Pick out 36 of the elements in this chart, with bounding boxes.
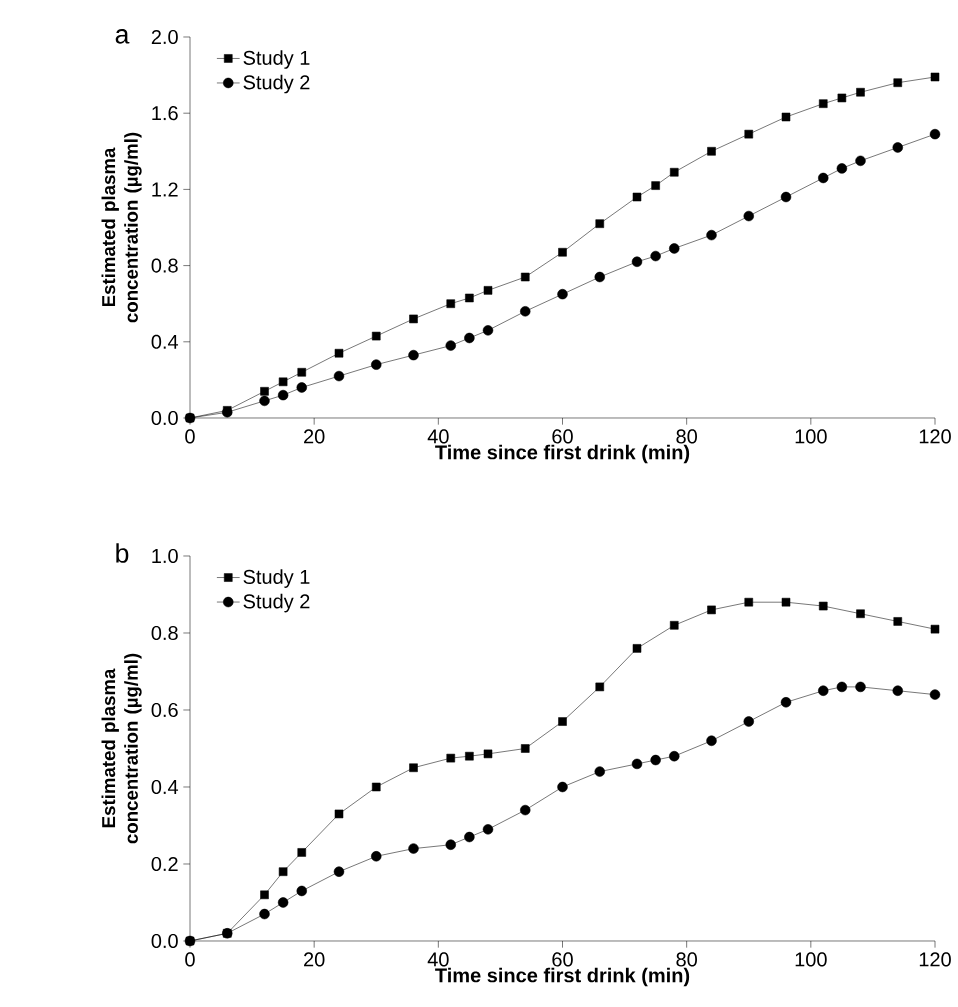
- y-tick-label: 0.8: [151, 625, 178, 641]
- y-axis-title: Estimated plasma concentration (µg/ml): [101, 653, 142, 844]
- y-tick-label: 0.4: [151, 779, 179, 795]
- x-tick-label: 0: [185, 952, 195, 967]
- x-tick-label: 100: [795, 429, 827, 444]
- x-tick-label: 0: [185, 429, 195, 444]
- legend-label: Study 2: [243, 74, 310, 94]
- x-axis-title: Time since first drink (min): [435, 444, 690, 464]
- legend-label: Study 1: [243, 569, 310, 588]
- x-tick-label: 20: [304, 429, 325, 444]
- x-tick-label: 120: [919, 952, 951, 967]
- chart-title: b: [116, 543, 129, 563]
- y-tick-label: 0.0: [151, 410, 178, 426]
- x-tick-label: 40: [427, 952, 449, 967]
- x-tick-label: 60: [552, 952, 573, 967]
- y-axis-title: Estimated plasma concentration (µg/ml): [101, 132, 142, 323]
- x-tick-label: 20: [304, 952, 325, 967]
- y-tick-label: 0.6: [151, 702, 178, 718]
- x-tick-label: 80: [676, 429, 697, 444]
- x-axis-title: Time since first drink (min): [435, 967, 690, 987]
- y-tick-label: 0.4: [151, 334, 179, 349]
- x-tick-label: 80: [676, 952, 697, 967]
- legend-label: Study 2: [243, 593, 310, 613]
- chart-title: a: [115, 29, 130, 44]
- y-tick-label: 0.0: [151, 933, 178, 949]
- y-tick-label: 0.8: [151, 258, 178, 273]
- x-tick-label: 40: [427, 429, 449, 444]
- y-tick-label: 0.2: [151, 856, 178, 872]
- y-tick-label: 1.2: [152, 182, 178, 197]
- x-tick-label: 100: [795, 952, 827, 967]
- x-tick-label: 120: [919, 429, 951, 444]
- y-tick-label: 2.0: [151, 29, 178, 45]
- legend-label: Study 1: [243, 50, 310, 69]
- y-tick-label: 1.0: [152, 548, 178, 564]
- y-tick-label: 1.6: [152, 106, 178, 121]
- x-tick-label: 60: [552, 429, 573, 444]
